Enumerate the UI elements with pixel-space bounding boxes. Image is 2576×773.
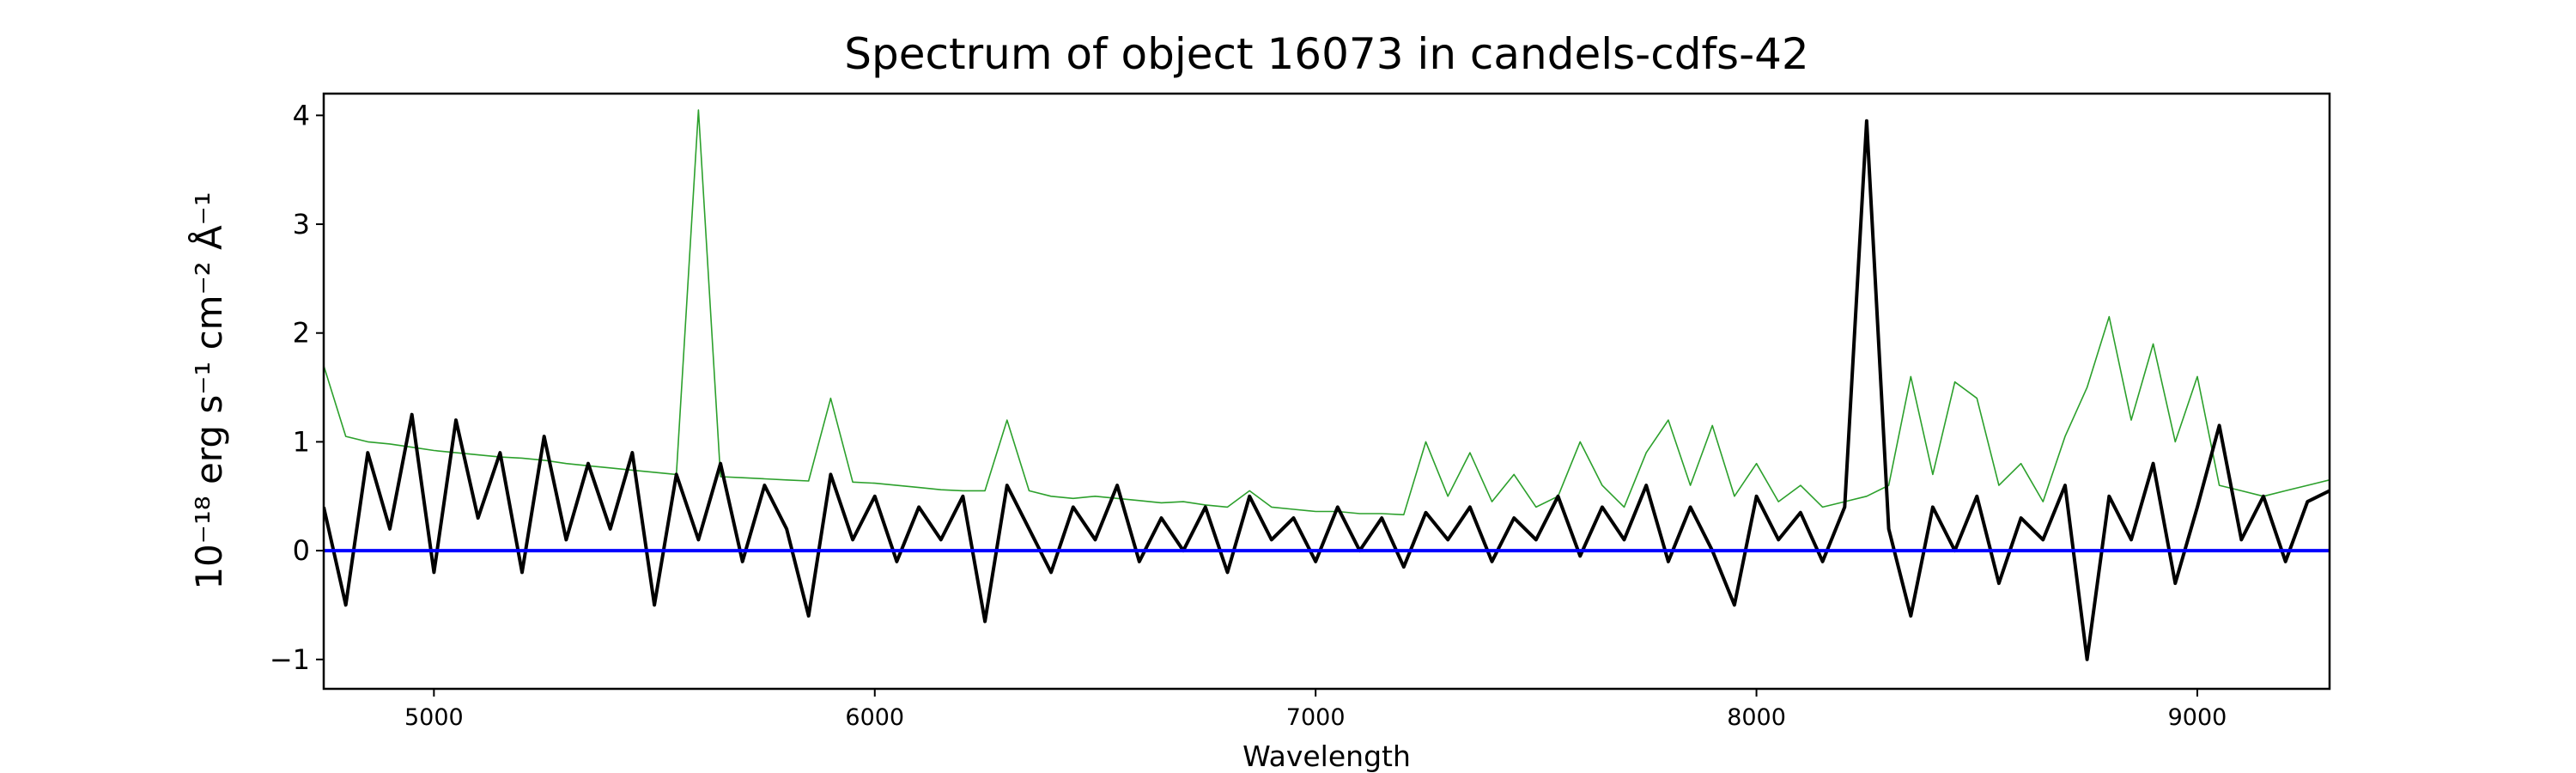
x-tick-label: 8000: [1727, 704, 1786, 731]
series-line: [324, 109, 2330, 516]
x-tick-label: 9000: [2168, 704, 2227, 731]
y-tick-label: 1: [293, 425, 310, 458]
y-tick-label: 0: [293, 534, 310, 567]
chart-title: Spectrum of object 16073 in candels-cdfs…: [844, 29, 1809, 79]
y-tick-label: 2: [293, 317, 310, 350]
plot-frame: [322, 92, 2331, 691]
y-tick-label: 3: [293, 208, 310, 240]
x-tick-label: 7000: [1286, 704, 1346, 731]
y-tick-label: 4: [293, 99, 310, 131]
series-line: [324, 119, 2330, 661]
y-axis-label: 10⁻¹⁸ erg s⁻¹ cm⁻² Å⁻¹: [187, 192, 230, 589]
x-tick-label: 5000: [404, 704, 464, 731]
x-axis-label: Wavelength: [1242, 740, 1411, 773]
y-tick-label: −1: [270, 643, 310, 676]
x-tick-label: 6000: [845, 704, 904, 731]
